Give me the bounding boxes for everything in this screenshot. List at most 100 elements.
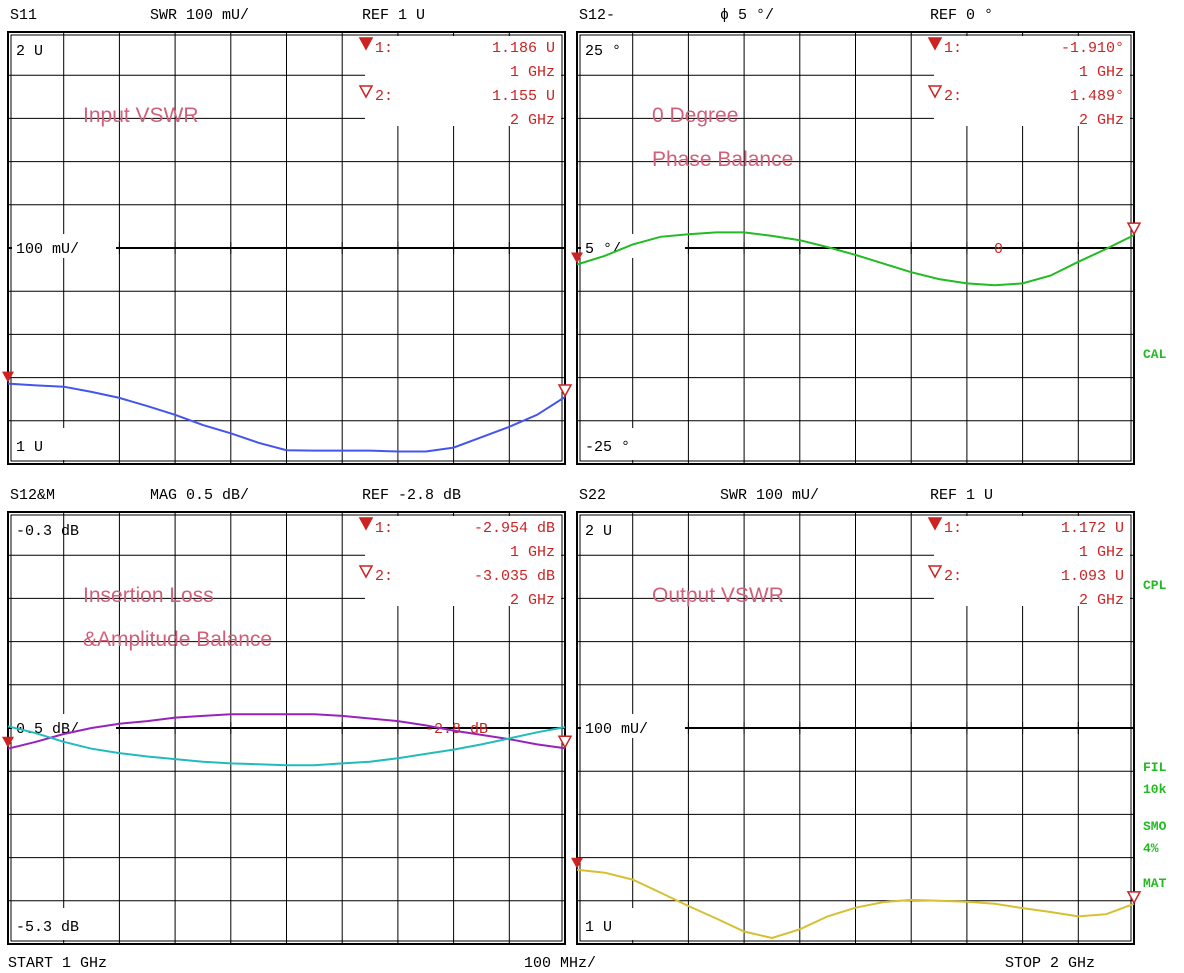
ref-label-bg xyxy=(12,234,116,258)
top-scale-label: -0.3 dB xyxy=(16,523,79,540)
trace-1 xyxy=(576,231,1135,287)
chart-panel-s12_mag: S12&M MAG 0.5 dB/REF -2.8 dB 1: -2.954 dB 1 … xyxy=(2,487,573,945)
annotation-subtitle: &Amplitude Balance xyxy=(83,628,272,651)
marker-2-freq: 2 GHz xyxy=(510,112,555,129)
trace-marker-2 xyxy=(557,735,573,749)
ref-label-bg xyxy=(581,714,685,738)
footer-span: 100 MHz/ xyxy=(524,955,596,972)
trace-2 xyxy=(7,725,566,767)
side-label-fil: FIL xyxy=(1143,760,1167,775)
marker-2-id: 2: xyxy=(375,88,393,105)
header-scale: SWR 100 mU/ xyxy=(150,7,249,24)
top-scale-label: 2 U xyxy=(16,43,43,60)
reference-position-label: 0 xyxy=(994,241,1003,258)
trace-1 xyxy=(7,382,566,453)
footer-start: START 1 GHz xyxy=(8,955,107,972)
marker-2-icon xyxy=(927,85,943,99)
marker-readout-bg xyxy=(934,36,1130,126)
trace-marker-2 xyxy=(557,384,573,398)
marker-readout-bg xyxy=(365,516,561,606)
top-scale-label: 25 ° xyxy=(585,43,621,60)
reference-scale-label: 100 mU/ xyxy=(585,721,648,738)
chart-panel-s22: S22 SWR 100 mU/REF 1 U 1: 1.172 U 1 GHz 2: 1.0… xyxy=(571,487,1142,945)
trace-marker-1 xyxy=(2,371,14,383)
top-label-bg xyxy=(12,516,56,548)
marker-2-id: 2: xyxy=(944,568,962,585)
top-label-bg xyxy=(12,36,56,68)
marker-1-icon xyxy=(927,517,943,531)
header-scale: MAG 0.5 dB/ xyxy=(150,487,249,504)
marker-2-value: 1.155 U xyxy=(492,88,555,105)
marker-readout-bg xyxy=(365,36,561,126)
top-label-bg xyxy=(581,516,625,548)
chart-panel-s12_phase: S12- ϕ 5 °/ REF 0 ° 1: -1.910° 1 GHz 2: 1.489° 2… xyxy=(571,7,1142,465)
marker-2-value: -3.035 dB xyxy=(474,568,555,585)
trace-marker-1 xyxy=(2,736,14,748)
marker-1-id: 1: xyxy=(375,40,393,57)
marker-1-freq: 1 GHz xyxy=(510,64,555,81)
marker-2-freq: 2 GHz xyxy=(510,592,555,609)
marker-2-value: 1.489° xyxy=(1070,88,1124,105)
marker-1-id: 1: xyxy=(944,520,962,537)
header-ref: REF 1 U xyxy=(362,7,425,24)
header-param: S22 xyxy=(579,487,606,504)
marker-2-icon xyxy=(927,565,943,579)
annotation-title: Input VSWR xyxy=(83,104,199,127)
trace-marker-1 xyxy=(571,252,583,264)
marker-2-id: 2: xyxy=(944,88,962,105)
top-scale-label: 2 U xyxy=(585,523,612,540)
footer-stop: STOP 2 GHz xyxy=(1005,955,1095,972)
annotation-title: Output VSWR xyxy=(652,584,784,607)
marker-1-freq: 1 GHz xyxy=(1079,64,1124,81)
marker-1-freq: 1 GHz xyxy=(1079,544,1124,561)
header-param: S12- xyxy=(579,7,615,24)
side-label-10k: 10k xyxy=(1143,782,1167,797)
header-param: S12&M xyxy=(10,487,55,504)
reference-scale-label: 100 mU/ xyxy=(16,241,79,258)
side-label-mat: MAT xyxy=(1143,876,1167,891)
header-ref: REF 0 ° xyxy=(930,7,993,24)
marker-1-icon xyxy=(927,37,943,51)
marker-2-value: 1.093 U xyxy=(1061,568,1124,585)
header-param: S11 xyxy=(10,7,37,24)
marker-1-id: 1: xyxy=(944,40,962,57)
bottom-scale-label: -5.3 dB xyxy=(16,919,79,936)
annotation-title: Insertion Loss xyxy=(83,584,214,607)
chart-panel-s11: S11 SWR 100 mU/REF 1 U 1: 1.186 U 1 GHz 2: 1.1… xyxy=(2,7,573,465)
marker-2-id: 2: xyxy=(375,568,393,585)
side-label-cpl: CPL xyxy=(1143,578,1167,593)
bottom-label-bg xyxy=(12,428,76,460)
marker-2-icon xyxy=(358,85,374,99)
side-label-4pct: 4% xyxy=(1143,841,1159,856)
marker-1-value: 1.186 U xyxy=(492,40,555,57)
trace-marker-2 xyxy=(1126,891,1142,905)
marker-1-value: -1.910° xyxy=(1061,40,1124,57)
bottom-label-bg xyxy=(581,908,645,940)
bottom-scale-label: -25 ° xyxy=(585,439,630,456)
annotation-subtitle: Phase Balance xyxy=(652,148,793,171)
trace-1 xyxy=(576,868,1135,940)
header-scale: ϕ 5 °/ xyxy=(720,7,774,24)
marker-1-icon xyxy=(358,37,374,51)
marker-2-freq: 2 GHz xyxy=(1079,112,1124,129)
trace-1 xyxy=(7,713,566,750)
header-ref: REF 1 U xyxy=(930,487,993,504)
bottom-label-bg xyxy=(12,908,76,940)
ref-label-bg xyxy=(581,234,685,258)
marker-readout-bg xyxy=(934,516,1130,606)
marker-2-icon xyxy=(358,565,374,579)
trace-marker-2 xyxy=(1126,222,1142,236)
header-scale: SWR 100 mU/ xyxy=(720,487,819,504)
marker-1-value: -2.954 dB xyxy=(474,520,555,537)
header-ref: REF -2.8 dB xyxy=(362,487,461,504)
reference-scale-label: 0.5 dB/ xyxy=(16,721,79,738)
trace-marker-1 xyxy=(571,857,583,869)
side-label-smo: SMO xyxy=(1143,819,1167,834)
bottom-scale-label: 1 U xyxy=(16,439,43,456)
side-label-cal: CAL xyxy=(1143,347,1167,362)
marker-1-freq: 1 GHz xyxy=(510,544,555,561)
marker-2-freq: 2 GHz xyxy=(1079,592,1124,609)
marker-1-icon xyxy=(358,517,374,531)
marker-1-value: 1.172 U xyxy=(1061,520,1124,537)
